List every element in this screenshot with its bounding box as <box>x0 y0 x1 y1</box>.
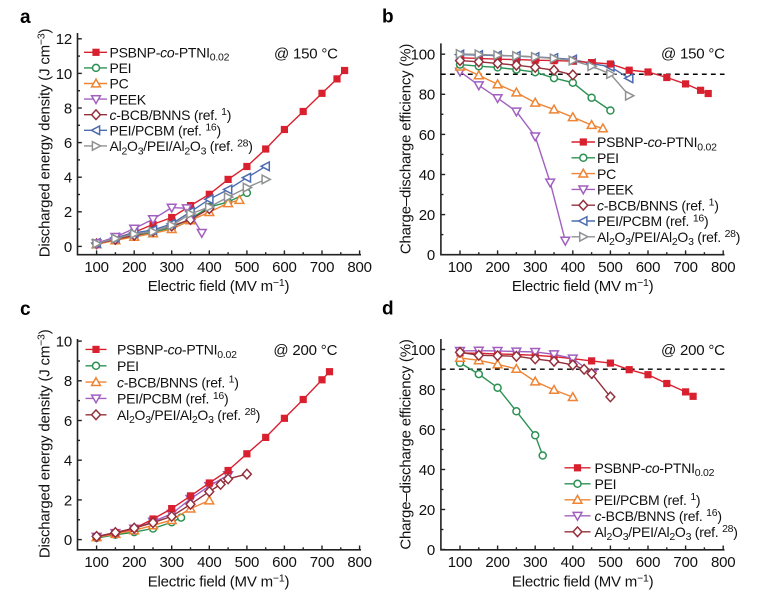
svg-text:700: 700 <box>673 554 697 571</box>
svg-text:8: 8 <box>64 100 72 117</box>
svg-text:PEI/PCBM (ref. 16): PEI/PCBM (ref. 16) <box>110 122 221 139</box>
svg-text:100: 100 <box>84 554 108 571</box>
svg-text:100: 100 <box>448 259 472 276</box>
svg-text:Electric field (MV m−1): Electric field (MV m−1) <box>148 277 290 295</box>
svg-text:200: 200 <box>122 554 146 571</box>
svg-text:300: 300 <box>159 554 183 571</box>
svg-text:600: 600 <box>636 554 660 571</box>
svg-text:200: 200 <box>485 259 509 276</box>
svg-text:40: 40 <box>419 167 435 184</box>
svg-text:@ 200 °C: @ 200 °C <box>661 342 725 359</box>
svg-text:Al2O3/PEI/Al2O3 (ref. 28): Al2O3/PEI/Al2O3 (ref. 28) <box>597 228 740 248</box>
svg-text:800: 800 <box>347 259 371 276</box>
svg-text:PEEK: PEEK <box>110 91 147 107</box>
svg-text:700: 700 <box>310 259 334 276</box>
svg-text:12: 12 <box>56 31 72 48</box>
svg-text:Al2O3/PEI/Al2O3 (ref. 28): Al2O3/PEI/Al2O3 (ref. 28) <box>110 137 253 157</box>
svg-text:300: 300 <box>523 554 547 571</box>
svg-text:Discharged energy density (J c: Discharged energy density (J cm−3) <box>36 28 54 257</box>
svg-text:100: 100 <box>411 47 435 64</box>
svg-text:Charge–discharge efficiency (%: Charge–discharge efficiency (%) <box>398 44 415 255</box>
svg-text:80: 80 <box>419 382 435 399</box>
svg-text:500: 500 <box>598 554 622 571</box>
svg-text:PEEK: PEEK <box>597 182 634 198</box>
svg-text:8: 8 <box>64 373 72 390</box>
svg-text:20: 20 <box>419 207 435 224</box>
svg-text:c: c <box>20 299 31 320</box>
svg-text:10: 10 <box>56 334 72 351</box>
svg-text:@ 150 °C: @ 150 °C <box>661 46 725 63</box>
svg-text:500: 500 <box>598 259 622 276</box>
svg-text:10: 10 <box>56 66 72 83</box>
svg-text:2: 2 <box>64 492 72 509</box>
svg-text:PSBNP-co-PTNI0.02: PSBNP-co-PTNI0.02 <box>597 134 717 153</box>
svg-text:6: 6 <box>64 413 72 430</box>
svg-text:Electric field (MV m−1): Electric field (MV m−1) <box>512 277 654 295</box>
svg-text:100: 100 <box>84 259 108 276</box>
svg-text:b: b <box>382 7 394 28</box>
svg-text:6: 6 <box>64 135 72 152</box>
svg-text:PEI/PCBM (ref. 1): PEI/PCBM (ref. 1) <box>595 491 701 508</box>
svg-text:@ 200 °C: @ 200 °C <box>273 342 337 359</box>
svg-text:700: 700 <box>310 554 334 571</box>
svg-text:PEI: PEI <box>597 150 619 166</box>
svg-text:PEI/PCBM (ref. 16): PEI/PCBM (ref. 16) <box>597 212 708 229</box>
svg-text:Charge–discharge efficiency (%: Charge–discharge efficiency (%) <box>398 339 415 550</box>
svg-text:@ 150 °C: @ 150 °C <box>274 46 338 63</box>
svg-text:60: 60 <box>419 127 435 144</box>
svg-text:4: 4 <box>64 453 72 470</box>
svg-text:4: 4 <box>64 170 72 187</box>
svg-text:Discharged energy density (J c: Discharged energy density (J cm−3) <box>36 329 54 558</box>
svg-text:2: 2 <box>64 204 72 221</box>
svg-text:700: 700 <box>673 259 697 276</box>
svg-text:40: 40 <box>419 462 435 479</box>
svg-text:PSBNP-co-PTNI0.02: PSBNP-co-PTNI0.02 <box>117 342 237 361</box>
svg-text:800: 800 <box>711 259 735 276</box>
svg-text:60: 60 <box>419 422 435 439</box>
svg-text:80: 80 <box>419 87 435 104</box>
svg-text:a: a <box>20 7 31 28</box>
svg-text:100: 100 <box>411 342 435 359</box>
svg-text:400: 400 <box>197 259 221 276</box>
svg-text:0: 0 <box>427 542 435 559</box>
svg-text:600: 600 <box>272 554 296 571</box>
svg-text:400: 400 <box>561 259 585 276</box>
svg-text:300: 300 <box>159 259 183 276</box>
svg-text:200: 200 <box>485 554 509 571</box>
svg-text:Al2O3/PEI/Al2O3 (ref. 28): Al2O3/PEI/Al2O3 (ref. 28) <box>117 406 260 426</box>
svg-text:PEI: PEI <box>595 476 617 492</box>
svg-text:Electric field (MV m−1): Electric field (MV m−1) <box>148 573 290 591</box>
svg-text:d: d <box>382 299 394 320</box>
svg-text:Electric field (MV m−1): Electric field (MV m−1) <box>512 573 654 591</box>
svg-text:800: 800 <box>347 554 371 571</box>
svg-text:300: 300 <box>523 259 547 276</box>
svg-text:PC: PC <box>110 76 129 92</box>
svg-text:400: 400 <box>197 554 221 571</box>
svg-text:Al2O3/PEI/Al2O3 (ref. 28): Al2O3/PEI/Al2O3 (ref. 28) <box>595 523 738 543</box>
svg-text:400: 400 <box>561 554 585 571</box>
svg-text:c-BCB/BNNS (ref. 1): c-BCB/BNNS (ref. 1) <box>110 106 232 123</box>
svg-text:20: 20 <box>419 502 435 519</box>
svg-text:200: 200 <box>122 259 146 276</box>
svg-text:PEI: PEI <box>117 358 139 374</box>
svg-text:500: 500 <box>235 554 259 571</box>
svg-text:600: 600 <box>636 259 660 276</box>
svg-text:PSBNP-co-PTNI0.02: PSBNP-co-PTNI0.02 <box>110 45 230 64</box>
svg-text:600: 600 <box>272 259 296 276</box>
svg-text:PEI: PEI <box>110 60 132 76</box>
svg-text:c-BCB/BNNS (ref. 16): c-BCB/BNNS (ref. 16) <box>595 507 722 524</box>
svg-text:c-BCB/BNNS (ref. 1): c-BCB/BNNS (ref. 1) <box>597 197 719 214</box>
svg-text:c-BCB/BNNS (ref. 1): c-BCB/BNNS (ref. 1) <box>117 374 239 391</box>
svg-text:800: 800 <box>711 554 735 571</box>
svg-text:100: 100 <box>448 554 472 571</box>
svg-text:PSBNP-co-PTNI0.02: PSBNP-co-PTNI0.02 <box>595 460 715 479</box>
svg-text:0: 0 <box>64 239 72 256</box>
svg-text:0: 0 <box>64 532 72 549</box>
svg-text:PC: PC <box>597 166 616 182</box>
svg-text:500: 500 <box>235 259 259 276</box>
svg-text:0: 0 <box>427 247 435 264</box>
svg-text:PEI/PCBM (ref. 16): PEI/PCBM (ref. 16) <box>117 390 228 407</box>
